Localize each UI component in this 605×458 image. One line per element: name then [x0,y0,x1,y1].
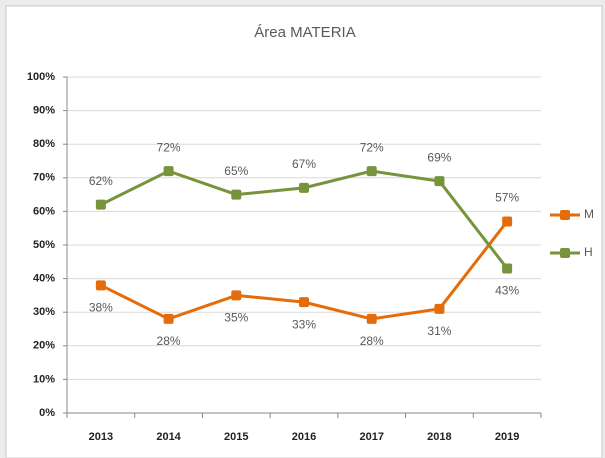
data-label: 35% [224,311,248,325]
marker [163,313,174,324]
y-tick-label: 30% [33,306,55,318]
marker [95,280,106,291]
marker [366,166,377,177]
y-tick-label: 80% [33,138,55,150]
chart-title: Área MATERIA [254,24,355,41]
data-label: 28% [157,334,181,348]
y-tick-label: 0% [39,407,55,419]
marker [299,182,309,193]
data-label: 69% [427,150,451,164]
marker [434,176,445,187]
data-label: 67% [292,157,316,171]
data-label: 72% [360,140,384,154]
data-label: 28% [360,334,384,348]
x-tick-label: 2014 [156,431,181,443]
data-label: 31% [427,324,451,338]
y-tick-label: 70% [33,172,55,184]
y-tick-label: 100% [27,71,55,83]
y-tick-label: 60% [33,205,55,217]
y-tick-label: 10% [33,373,55,385]
x-tick-label: 2015 [224,431,248,443]
x-tick-label: 2018 [427,431,451,443]
x-tick-label: 2016 [292,431,316,443]
legend-label: H [584,245,593,259]
legend-marker [560,210,570,220]
marker [502,216,513,227]
x-tick-label: 2017 [359,431,383,443]
data-label: 62% [89,174,113,188]
marker [366,313,377,324]
x-tick-label: 2013 [89,431,113,443]
y-tick-label: 90% [33,105,55,117]
marker [502,263,513,274]
marker [231,290,242,301]
marker [95,199,106,210]
legend-marker [560,248,570,258]
y-tick-label: 40% [33,273,55,285]
chart-frame [5,5,603,458]
y-tick-label: 50% [33,239,55,251]
x-tick-label: 2019 [495,431,519,443]
data-label: 65% [224,164,248,178]
legend-label: M [584,207,594,221]
marker [299,297,309,308]
marker [434,303,445,314]
data-label: 38% [89,300,113,314]
marker [163,166,174,177]
marker [231,189,242,200]
data-label: 72% [157,140,181,154]
data-label: 57% [495,191,519,205]
data-label: 33% [292,317,316,331]
data-label: 43% [495,284,519,298]
y-tick-label: 20% [33,340,55,352]
